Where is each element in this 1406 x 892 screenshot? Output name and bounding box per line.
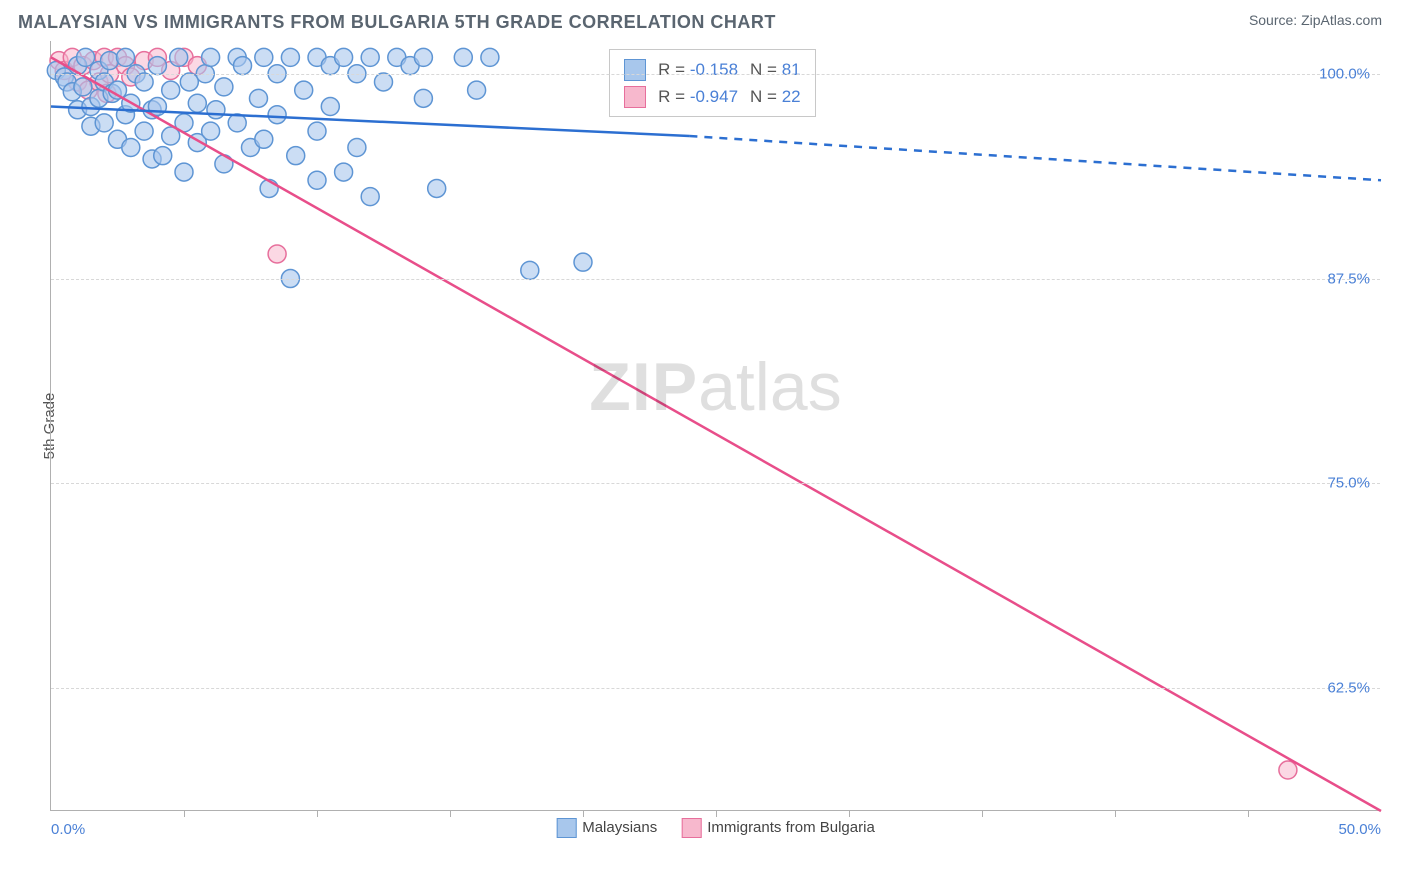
xtick bbox=[1248, 810, 1249, 817]
scatter-point bbox=[414, 89, 432, 107]
swatch-bulgaria bbox=[624, 86, 646, 108]
scatter-point bbox=[361, 48, 379, 66]
gridline bbox=[51, 688, 1380, 689]
scatter-point bbox=[428, 179, 446, 197]
n-value-malaysians: 81 bbox=[782, 60, 801, 79]
legend-swatch-malaysians bbox=[556, 818, 576, 838]
scatter-point bbox=[348, 138, 366, 156]
gridline bbox=[51, 483, 1380, 484]
scatter-point bbox=[255, 48, 273, 66]
scatter-point bbox=[308, 171, 326, 189]
xtick bbox=[716, 810, 717, 817]
scatter-point bbox=[295, 81, 313, 99]
scatter-point bbox=[148, 57, 166, 75]
scatter-point bbox=[207, 101, 225, 119]
regression-line bbox=[689, 136, 1381, 180]
scatter-point bbox=[321, 98, 339, 116]
scatter-point bbox=[281, 48, 299, 66]
scatter-point bbox=[180, 73, 198, 91]
scatter-point bbox=[1279, 761, 1297, 779]
xtick-label: 50.0% bbox=[1338, 821, 1381, 838]
swatch-malaysians bbox=[624, 59, 646, 81]
scatter-point bbox=[202, 48, 220, 66]
scatter-point bbox=[521, 261, 539, 279]
xtick bbox=[317, 810, 318, 817]
scatter-point bbox=[268, 245, 286, 263]
scatter-point bbox=[375, 73, 393, 91]
xtick bbox=[982, 810, 983, 817]
gridline bbox=[51, 74, 1380, 75]
scatter-point bbox=[122, 138, 140, 156]
n-value-bulgaria: 22 bbox=[782, 87, 801, 106]
xtick bbox=[450, 810, 451, 817]
scatter-point bbox=[361, 188, 379, 206]
scatter-point bbox=[268, 106, 286, 124]
scatter-point bbox=[335, 163, 353, 181]
ytick-label: 75.0% bbox=[1327, 475, 1370, 492]
scatter-point bbox=[162, 81, 180, 99]
chart-title: MALAYSIAN VS IMMIGRANTS FROM BULGARIA 5T… bbox=[18, 12, 776, 33]
scatter-point bbox=[135, 73, 153, 91]
scatter-point bbox=[574, 253, 592, 271]
scatter-point bbox=[308, 122, 326, 140]
ytick-label: 87.5% bbox=[1327, 270, 1370, 287]
scatter-point bbox=[135, 122, 153, 140]
scatter-point bbox=[481, 48, 499, 66]
scatter-point bbox=[255, 130, 273, 148]
ytick-label: 100.0% bbox=[1319, 65, 1370, 82]
chart-area: 5th Grade ZIPatlas R = -0.158 N = 81 R =… bbox=[18, 41, 1388, 811]
stats-row-malaysians: R = -0.158 N = 81 bbox=[624, 56, 800, 83]
legend-swatch-bulgaria bbox=[681, 818, 701, 838]
regression-line bbox=[51, 57, 1381, 811]
scatter-point bbox=[116, 48, 134, 66]
scatter-point bbox=[215, 78, 233, 96]
scatter-point bbox=[249, 89, 267, 107]
scatter-point bbox=[234, 57, 252, 75]
scatter-point bbox=[95, 114, 113, 132]
plot-box: ZIPatlas R = -0.158 N = 81 R = -0.947 N … bbox=[50, 41, 1380, 811]
xtick bbox=[583, 810, 584, 817]
xtick bbox=[1115, 810, 1116, 817]
ytick-label: 62.5% bbox=[1327, 680, 1370, 697]
xtick-label: 0.0% bbox=[51, 821, 85, 838]
xtick bbox=[849, 810, 850, 817]
legend-item-bulgaria: Immigrants from Bulgaria bbox=[681, 818, 875, 838]
scatter-point bbox=[175, 163, 193, 181]
source-label: Source: ZipAtlas.com bbox=[1249, 12, 1382, 28]
legend-item-malaysians: Malaysians bbox=[556, 818, 657, 838]
scatter-point bbox=[101, 52, 119, 70]
scatter-point bbox=[154, 147, 172, 165]
gridline bbox=[51, 279, 1380, 280]
correlation-stats-box: R = -0.158 N = 81 R = -0.947 N = 22 bbox=[609, 49, 815, 117]
scatter-point bbox=[335, 48, 353, 66]
plot-svg bbox=[51, 41, 1380, 810]
scatter-point bbox=[74, 78, 92, 96]
scatter-point bbox=[468, 81, 486, 99]
stats-row-bulgaria: R = -0.947 N = 22 bbox=[624, 83, 800, 110]
bottom-legend: Malaysians Immigrants from Bulgaria bbox=[556, 818, 875, 838]
scatter-point bbox=[202, 122, 220, 140]
scatter-point bbox=[170, 48, 188, 66]
scatter-point bbox=[188, 94, 206, 112]
r-value-malaysians: -0.158 bbox=[690, 60, 738, 79]
xtick bbox=[184, 810, 185, 817]
r-value-bulgaria: -0.947 bbox=[690, 87, 738, 106]
scatter-point bbox=[287, 147, 305, 165]
scatter-point bbox=[454, 48, 472, 66]
scatter-point bbox=[77, 48, 95, 66]
scatter-point bbox=[414, 48, 432, 66]
